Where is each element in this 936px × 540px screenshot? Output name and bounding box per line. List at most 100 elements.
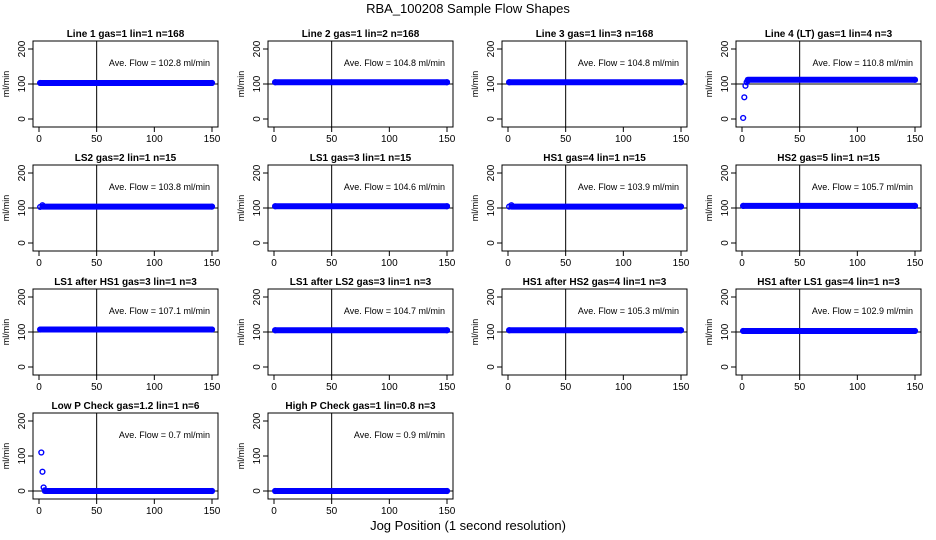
panel-title: High P Check gas=1 lin=0.8 n=3 xyxy=(285,401,436,412)
data-point xyxy=(911,327,919,335)
y-axis-label: ml/min xyxy=(1,195,11,222)
x-tick-label: 0 xyxy=(271,382,277,393)
data-point xyxy=(740,114,747,122)
x-tick-label: 50 xyxy=(560,382,572,393)
x-tick-label: 50 xyxy=(326,382,338,393)
x-tick-label: 0 xyxy=(36,382,42,393)
y-tick-label: 100 xyxy=(252,323,263,340)
y-tick-label: 0 xyxy=(252,364,263,370)
data-point xyxy=(506,79,513,86)
average-flow-annotation: Ave. Flow = 105.3 ml/min xyxy=(578,306,679,316)
x-tick-label: 100 xyxy=(146,258,163,269)
data-point xyxy=(677,79,685,86)
y-axis-label: ml/min xyxy=(1,319,11,346)
y-axis-label: ml/min xyxy=(1,443,11,470)
x-tick-label: 50 xyxy=(326,258,338,269)
x-tick-label: 0 xyxy=(36,134,42,145)
average-flow-annotation: Ave. Flow = 105.7 ml/min xyxy=(812,182,913,192)
panel-title: HS1 after LS1 gas=4 lin=1 n=3 xyxy=(757,277,900,288)
x-tick-label: 150 xyxy=(907,258,924,269)
panel-title: Line 2 gas=1 lin=2 n=168 xyxy=(302,29,420,40)
panel-title: HS1 after HS2 gas=4 lin=1 n=3 xyxy=(523,277,667,288)
x-tick-label: 150 xyxy=(907,134,924,145)
x-tick-label: 100 xyxy=(381,382,398,393)
x-tick-label: 0 xyxy=(271,258,277,269)
x-tick-label: 150 xyxy=(439,258,456,269)
y-tick-label: 100 xyxy=(720,323,731,340)
x-tick-label: 0 xyxy=(739,258,745,269)
x-tick-label: 150 xyxy=(204,258,221,269)
x-tick-label: 0 xyxy=(36,506,42,517)
y-tick-label: 100 xyxy=(486,199,497,216)
y-tick-label: 0 xyxy=(720,364,731,370)
x-tick-label: 100 xyxy=(381,134,398,145)
y-tick-label: 100 xyxy=(486,75,497,92)
data-point xyxy=(37,326,44,333)
x-tick-label: 150 xyxy=(673,134,690,145)
panel-title: LS2 gas=2 lin=1 n=15 xyxy=(75,153,177,164)
average-flow-annotation: Ave. Flow = 102.9 ml/min xyxy=(812,306,913,316)
data-point xyxy=(208,326,216,333)
y-tick-label: 200 xyxy=(720,164,731,181)
panel-title: HS2 gas=5 lin=1 n=15 xyxy=(777,153,880,164)
x-tick-label: 50 xyxy=(91,134,103,145)
data-point xyxy=(740,327,747,335)
x-tick-label: 100 xyxy=(381,258,398,269)
x-tick-label: 100 xyxy=(849,382,866,393)
y-axis-label: ml/min xyxy=(470,71,480,98)
x-tick-label: 150 xyxy=(204,382,221,393)
average-flow-annotation: Ave. Flow = 103.9 ml/min xyxy=(578,182,679,192)
data-point xyxy=(208,487,216,495)
x-tick-label: 100 xyxy=(381,506,398,517)
y-tick-label: 200 xyxy=(486,40,497,57)
y-tick-label: 0 xyxy=(720,240,731,246)
data-point xyxy=(677,203,685,210)
data-point xyxy=(208,79,216,87)
data-point xyxy=(272,327,279,334)
y-tick-label: 0 xyxy=(252,488,263,494)
y-axis-label: ml/min xyxy=(236,71,246,98)
y-tick-label: 100 xyxy=(252,75,263,92)
data-point xyxy=(38,449,45,456)
data-point xyxy=(911,202,919,210)
y-tick-label: 200 xyxy=(720,40,731,57)
y-tick-label: 0 xyxy=(17,116,28,122)
data-point xyxy=(506,327,513,334)
x-tick-label: 100 xyxy=(615,382,632,393)
y-tick-label: 200 xyxy=(252,40,263,57)
x-tick-label: 100 xyxy=(615,258,632,269)
x-tick-label: 150 xyxy=(439,382,456,393)
x-tick-label: 0 xyxy=(271,506,277,517)
x-tick-label: 50 xyxy=(326,134,338,145)
y-tick-label: 0 xyxy=(17,240,28,246)
y-axis-label: ml/min xyxy=(470,319,480,346)
x-tick-label: 50 xyxy=(91,382,103,393)
data-point xyxy=(37,79,44,87)
average-flow-annotation: Ave. Flow = 102.8 ml/min xyxy=(109,58,210,68)
x-tick-label: 0 xyxy=(739,382,745,393)
data-point xyxy=(744,77,751,84)
x-tick-label: 50 xyxy=(560,134,572,145)
x-tick-label: 100 xyxy=(849,258,866,269)
average-flow-annotation: Ave. Flow = 104.6 ml/min xyxy=(344,182,445,192)
y-tick-label: 100 xyxy=(252,199,263,216)
data-point xyxy=(208,203,216,210)
y-tick-label: 200 xyxy=(17,412,28,429)
y-tick-label: 0 xyxy=(252,116,263,122)
average-flow-annotation: Ave. Flow = 110.8 ml/min xyxy=(813,58,913,68)
average-flow-annotation: Ave. Flow = 0.9 ml/min xyxy=(354,430,445,440)
y-tick-label: 100 xyxy=(17,199,28,216)
y-tick-label: 100 xyxy=(17,323,28,340)
x-tick-label: 50 xyxy=(91,506,103,517)
y-axis-label: ml/min xyxy=(470,195,480,222)
y-tick-label: 100 xyxy=(720,75,731,92)
y-tick-label: 100 xyxy=(252,447,263,464)
panel-frame xyxy=(267,412,454,500)
data-point xyxy=(741,94,748,101)
x-tick-label: 100 xyxy=(146,382,163,393)
x-axis-title: Jog Position (1 second resolution) xyxy=(370,518,566,533)
y-tick-label: 0 xyxy=(252,240,263,246)
data-point xyxy=(39,202,46,209)
y-axis-label: ml/min xyxy=(236,195,246,222)
